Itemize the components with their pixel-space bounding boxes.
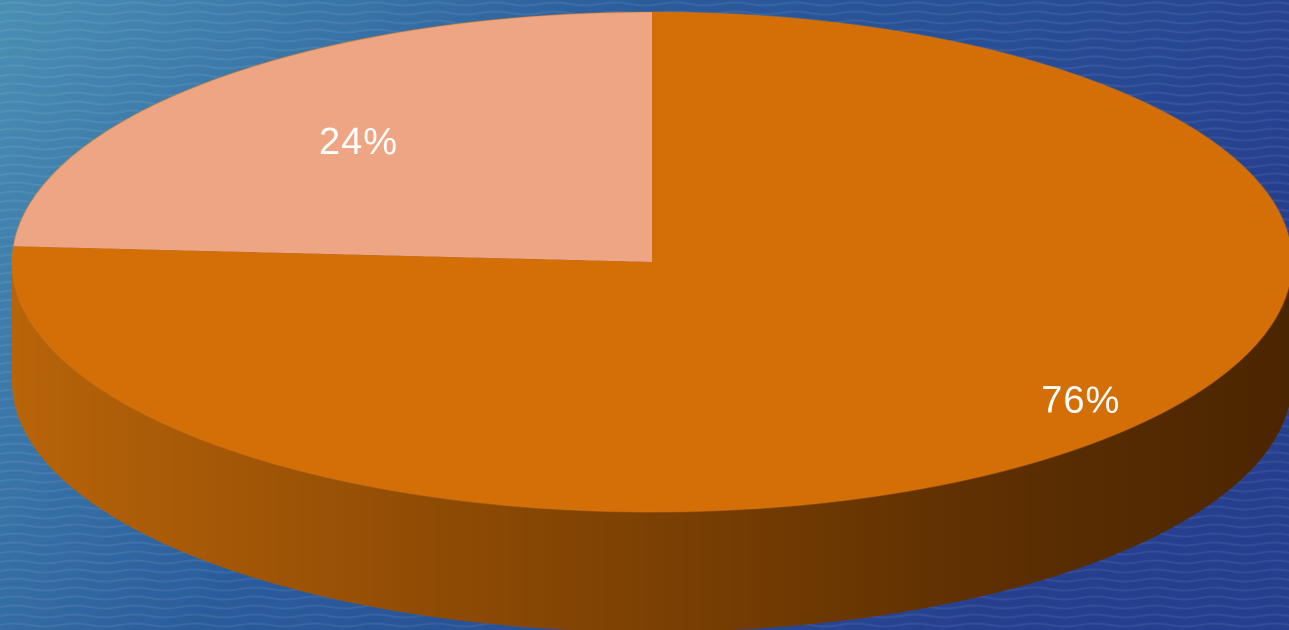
pie-rim bbox=[11, 11, 1289, 513]
pie-slice-76-percent bbox=[12, 12, 1289, 512]
pie-group bbox=[11, 11, 1289, 630]
slice-label-24: 24% bbox=[319, 121, 398, 163]
pie-side-wall bbox=[12, 262, 1289, 630]
slice-label-76: 76% bbox=[1041, 380, 1120, 422]
pie-slice-24-percent bbox=[13, 12, 653, 262]
